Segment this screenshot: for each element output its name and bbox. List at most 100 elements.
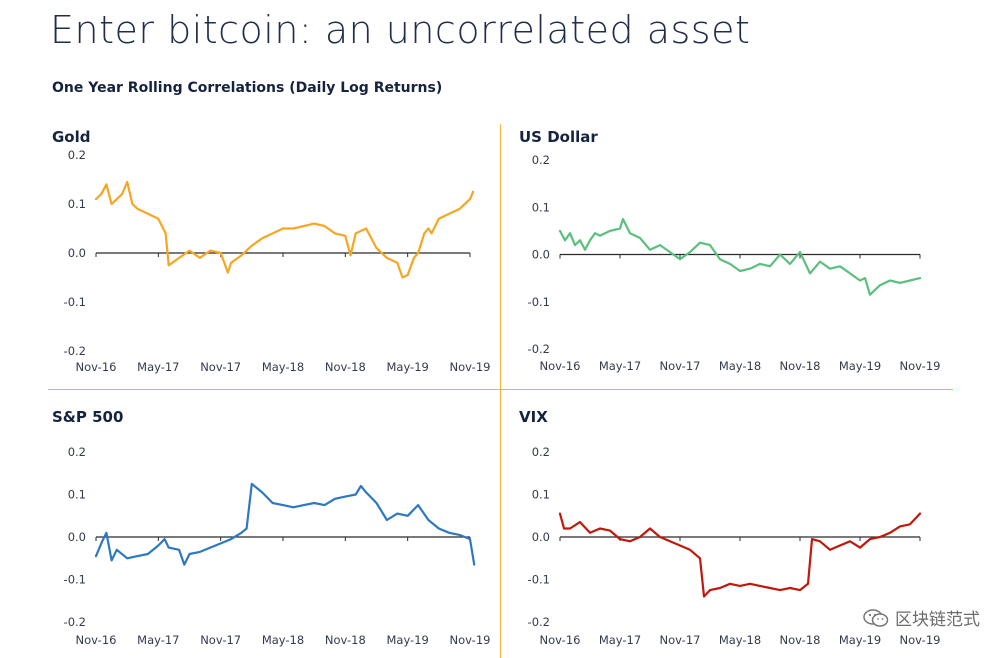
y-tick-label: 0.1 <box>68 488 86 502</box>
data-point <box>430 232 433 235</box>
data-point <box>375 502 378 504</box>
data-point <box>859 546 861 549</box>
x-tick-label: May-19 <box>386 633 428 647</box>
data-point <box>569 232 571 235</box>
data-point <box>188 553 191 555</box>
data-point <box>354 493 357 496</box>
data-point <box>323 225 326 227</box>
data-point <box>115 548 118 551</box>
data-point <box>749 267 751 270</box>
data-point <box>599 527 601 530</box>
vertical-divider <box>500 124 501 658</box>
data-point <box>739 584 741 587</box>
data-point <box>584 248 586 251</box>
data-point <box>759 584 761 587</box>
data-point <box>779 253 781 256</box>
data-point <box>349 254 352 257</box>
data-point <box>739 270 741 272</box>
data-point <box>719 258 721 261</box>
data-point <box>313 222 316 225</box>
data-point <box>799 589 801 592</box>
data-point <box>769 587 771 589</box>
data-point <box>240 254 243 257</box>
data-point <box>679 544 681 547</box>
data-point <box>219 252 222 254</box>
data-point <box>95 555 97 558</box>
x-tick-label: Nov-18 <box>325 360 366 374</box>
data-point <box>157 544 160 547</box>
data-point <box>105 183 108 186</box>
x-tick-label: Nov-16 <box>76 633 117 647</box>
chart-gold: 0.2 0.1 0.0 -0.1 -0.2 Nov-16 May-17 Nov-17 May-1… <box>64 148 491 374</box>
data-point <box>230 538 232 541</box>
data-point <box>609 229 611 232</box>
data-point <box>909 279 911 282</box>
data-point <box>121 193 123 196</box>
data-point <box>649 248 651 251</box>
x-tick-label: Nov-16 <box>540 633 581 647</box>
data-point <box>136 208 139 210</box>
data-point <box>292 227 295 230</box>
data-point <box>183 563 186 566</box>
data-point <box>579 239 581 242</box>
data-point <box>629 540 631 543</box>
chart-subtitle: One Year Rolling Correlations (Daily Log… <box>52 80 443 96</box>
data-point <box>282 227 284 230</box>
data-point <box>473 563 476 566</box>
data-point <box>385 257 388 259</box>
data-point <box>609 529 611 532</box>
data-point <box>839 544 841 547</box>
data-point <box>689 548 691 551</box>
x-tick-label: May-17 <box>599 633 641 647</box>
watermark: 区块链范式 <box>863 605 980 630</box>
data-point <box>360 485 362 487</box>
x-tick-label: Nov-19 <box>450 360 491 374</box>
data-point <box>469 538 471 541</box>
data-point <box>789 263 791 265</box>
data-point <box>619 538 621 541</box>
data-point <box>167 264 170 267</box>
watermark-text: 区块链范式 <box>895 610 980 630</box>
data-point <box>245 527 248 530</box>
y-tick-label: 0.2 <box>532 153 550 167</box>
data-point <box>101 540 104 543</box>
data-point <box>313 502 316 504</box>
data-point <box>458 533 461 536</box>
x-tick-label: May-18 <box>719 359 761 373</box>
data-point <box>427 227 430 230</box>
data-point <box>889 531 891 534</box>
data-point <box>344 234 347 237</box>
data-point <box>589 531 591 534</box>
data-point <box>417 504 419 507</box>
data-point <box>136 555 139 558</box>
data-point <box>302 225 305 227</box>
y-tick-label: -0.1 <box>64 295 86 309</box>
data-point <box>437 527 440 530</box>
data-point <box>589 239 591 242</box>
data-point <box>599 234 601 237</box>
data-point <box>282 504 284 507</box>
data-point <box>829 267 831 270</box>
data-point <box>417 252 419 254</box>
data-point <box>622 218 624 220</box>
chart-sp500: 0.2 0.1 0.0 -0.1 -0.2 Nov-16 May-17 Nov-17 May-1… <box>64 445 491 647</box>
data-point <box>250 482 253 485</box>
data-point <box>458 208 461 210</box>
x-tick-label: Nov-16 <box>76 360 117 374</box>
data-point <box>709 244 711 246</box>
panel-title-gold: Gold <box>52 128 91 146</box>
data-point <box>899 281 901 284</box>
data-point <box>811 538 813 541</box>
data-point <box>147 553 149 555</box>
data-point <box>271 232 274 235</box>
data-point <box>789 587 791 589</box>
data-point <box>334 232 336 235</box>
data-point <box>909 523 911 526</box>
x-tick-label: May-17 <box>137 633 179 647</box>
data-point <box>864 277 866 280</box>
data-point <box>163 538 166 541</box>
y-tick-label: -0.1 <box>528 573 550 587</box>
y-tick-label: 0.2 <box>532 445 550 459</box>
data-point <box>849 272 851 275</box>
data-point <box>100 193 103 196</box>
